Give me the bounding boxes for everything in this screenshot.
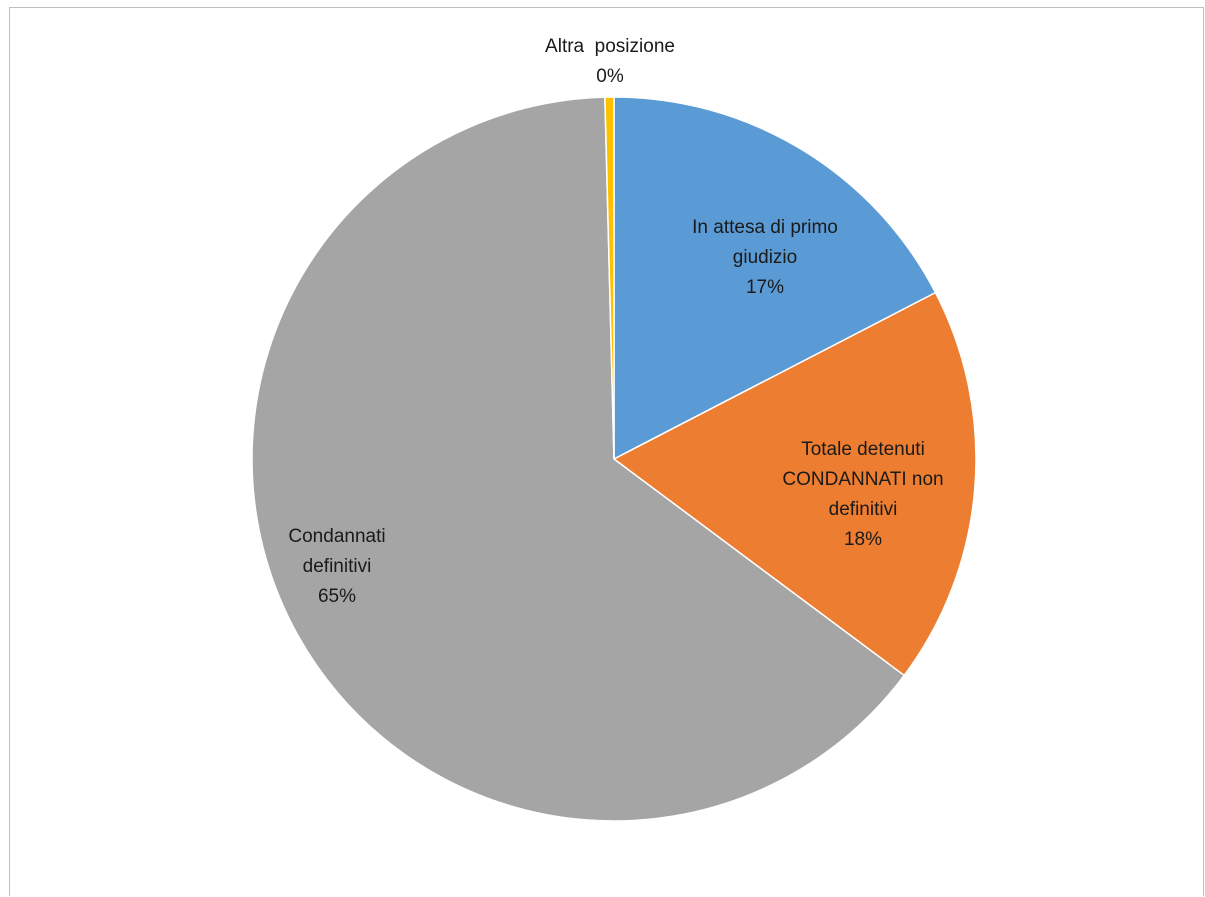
slice-category-label: Altra posizione bbox=[545, 36, 675, 57]
slice-category-label: definitivi bbox=[303, 556, 372, 577]
slice-percent-label: 65% bbox=[318, 586, 356, 607]
slice-percent-label: 0% bbox=[596, 66, 624, 87]
slice-category-label: CONDANNATI non bbox=[782, 469, 943, 490]
slice-category-label: Condannati bbox=[288, 526, 385, 547]
slice-category-label: definitivi bbox=[829, 499, 898, 520]
slice-category-label: In attesa di primo bbox=[692, 217, 838, 238]
pie-labels: In attesa di primo giudizio 17% Totale dete… bbox=[288, 36, 943, 607]
slice-altra-posizione bbox=[604, 96, 615, 460]
slice-percent-label: 18% bbox=[844, 529, 882, 550]
slice-category-label: giudizio bbox=[733, 247, 797, 268]
slice-primo-giudizio bbox=[613, 96, 937, 461]
chart-area bbox=[9, 7, 1204, 896]
slice-percent-label: 17% bbox=[746, 277, 784, 298]
slice-category-label: Totale detenuti bbox=[801, 439, 925, 460]
pie-slices bbox=[251, 96, 977, 822]
slice-condannati-definitivi bbox=[251, 96, 906, 822]
slice-condannati-non-definitivi bbox=[612, 291, 977, 677]
